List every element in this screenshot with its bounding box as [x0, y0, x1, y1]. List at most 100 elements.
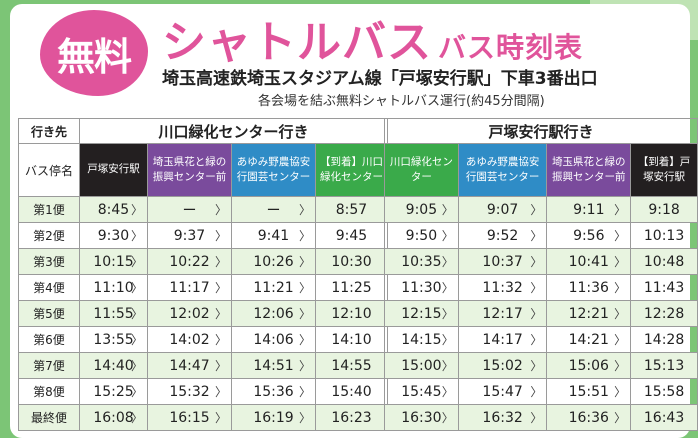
- right-stop-header: 川口緑化センター: [384, 143, 459, 197]
- next-stop-arrow: 〉: [441, 229, 454, 243]
- next-stop-arrow: 〉: [530, 203, 543, 217]
- next-stop-arrow: 〉: [214, 359, 227, 373]
- time-cell: 9:07 〉: [457, 196, 548, 223]
- table-row: 10:35 〉 10:37 〉 10:41 〉 10:48: [384, 248, 698, 275]
- next-stop-arrow: 〉: [214, 333, 227, 347]
- next-stop-arrow: 〉: [441, 333, 454, 347]
- departure-time: 16:30: [401, 409, 442, 426]
- next-stop-arrow: 〉: [441, 411, 454, 425]
- time-cell: 11:43: [630, 274, 698, 301]
- time-cell: 15:51 〉: [546, 378, 632, 405]
- time-cell: 16:36 〉: [546, 404, 632, 431]
- next-stop-arrow: 〉: [530, 385, 543, 399]
- departure-time: 15:32: [169, 383, 210, 400]
- departure-time: 16:43: [643, 409, 685, 426]
- next-stop-arrow: 〉: [298, 307, 311, 321]
- time-cell: 12:15 〉: [384, 300, 459, 327]
- time-cell: 14:51 〉: [231, 352, 316, 379]
- time-cell: 12:10: [315, 300, 388, 327]
- time-cell: 15:00 〉: [384, 352, 459, 379]
- time-cell: 10:15 〉: [79, 248, 148, 275]
- next-stop-arrow: 〉: [614, 385, 627, 399]
- next-stop-arrow: 〉: [441, 359, 454, 373]
- time-cell: 15:58: [630, 378, 698, 405]
- departure-time: 10:26: [253, 253, 294, 270]
- time-cell: 11:10 〉: [79, 274, 148, 301]
- departure-time: 10:35: [401, 253, 442, 270]
- page-title: シャトルバス バス時刻表: [162, 6, 583, 70]
- next-stop-arrow: 〉: [130, 359, 143, 373]
- table-row: 第7便 14:40 〉 14:47 〉 14:51 〉 14:55: [18, 352, 388, 379]
- departure-time: 12:15: [401, 305, 442, 322]
- outbound-timetable: 行き先 川口緑化センター行き バス停名 戸塚安行駅 埼玉県花と緑の振興センター前あ…: [18, 118, 388, 431]
- next-stop-arrow: 〉: [441, 281, 454, 295]
- return-timetable: 戸塚安行駅行き 川口緑化センター あゆみ野農協安行園芸センター 埼玉県花と緑の振興セ…: [384, 118, 698, 431]
- next-stop-arrow: 〉: [130, 411, 143, 425]
- departure-time: 15:36: [253, 383, 294, 400]
- next-stop-arrow: 〉: [614, 411, 627, 425]
- next-stop-arrow: 〉: [214, 411, 227, 425]
- time-cell: 11:55 〉: [79, 300, 148, 327]
- time-cell: 10:37 〉: [457, 248, 548, 275]
- title-sub: バス時刻表: [438, 31, 584, 64]
- departure-time: 9:56: [573, 227, 605, 244]
- trip-label: 第1便: [18, 196, 80, 223]
- table-row: 最終便 16:08 〉 16:15 〉 16:19 〉 16:23: [18, 404, 388, 431]
- service-description: 各会場を結ぶ無料シャトルバス運行(約45分間隔): [258, 94, 545, 109]
- departure-time: 14:51: [253, 357, 294, 374]
- departure-time: 12:02: [169, 305, 210, 322]
- departure-time: 10:48: [643, 253, 685, 270]
- time-cell: 9:30 〉: [79, 222, 148, 249]
- next-stop-arrow: 〉: [614, 203, 627, 217]
- next-stop-arrow: 〉: [441, 385, 454, 399]
- time-cell: 10:13: [630, 222, 698, 249]
- departure-time: 11:25: [331, 279, 372, 296]
- next-stop-arrow: 〉: [441, 307, 454, 321]
- next-stop-arrow: 〉: [130, 307, 143, 321]
- departure-time: 9:50: [405, 227, 438, 244]
- next-stop-arrow: 〉: [530, 229, 543, 243]
- departure-time: 16:36: [568, 409, 609, 426]
- time-cell: 14:28: [630, 326, 698, 353]
- time-cell: 9:52 〉: [457, 222, 548, 249]
- table-row: 第3便 10:15 〉 10:22 〉 10:26 〉 10:30: [18, 248, 388, 275]
- time-cell: 16:15 〉: [147, 404, 232, 431]
- departure-time: 9:18: [648, 201, 680, 218]
- departure-time: 14:06: [253, 331, 294, 348]
- badge-text: 無料: [56, 34, 132, 79]
- next-stop-arrow: 〉: [530, 255, 543, 269]
- time-cell: 10:35 〉: [384, 248, 459, 275]
- time-cell: 10:22 〉: [147, 248, 232, 275]
- next-stop-arrow: 〉: [298, 255, 311, 269]
- departure-time: 14:40: [93, 357, 134, 374]
- next-stop-arrow: 〉: [441, 203, 454, 217]
- next-stop-arrow: 〉: [298, 281, 311, 295]
- time-cell: 12:28: [630, 300, 698, 327]
- time-cell: 14:06 〉: [231, 326, 316, 353]
- departure-time: 14:21: [568, 331, 609, 348]
- departure-time: 15:58: [643, 383, 685, 400]
- next-stop-arrow: 〉: [214, 307, 227, 321]
- time-cell: 14:47 〉: [147, 352, 232, 379]
- time-cell: 11:21 〉: [231, 274, 316, 301]
- time-cell: 12:21 〉: [546, 300, 632, 327]
- departure-time: 9:11: [573, 201, 605, 218]
- departure-time: 8:57: [335, 201, 368, 218]
- next-stop-arrow: 〉: [214, 229, 227, 243]
- time-cell: 16:19 〉: [231, 404, 316, 431]
- next-stop-arrow: 〉: [530, 411, 543, 425]
- next-stop-arrow: 〉: [298, 359, 311, 373]
- departure-time: 9:41: [257, 227, 290, 244]
- departure-time: 15:00: [401, 357, 442, 374]
- departure-time: 10:15: [93, 253, 134, 270]
- departure-time: 15:06: [568, 357, 609, 374]
- left-stop-header: あゆみ野農協安行園芸センター: [231, 143, 316, 197]
- time-cell: 16:43: [630, 404, 698, 431]
- departure-time: 15:13: [643, 357, 685, 374]
- next-stop-arrow: 〉: [614, 307, 627, 321]
- departure-time: 15:47: [482, 383, 523, 400]
- time-cell: 15:40: [315, 378, 388, 405]
- departure-time: 11:10: [93, 279, 134, 296]
- time-cell: 15:13: [630, 352, 698, 379]
- departure-time: 14:15: [401, 331, 442, 348]
